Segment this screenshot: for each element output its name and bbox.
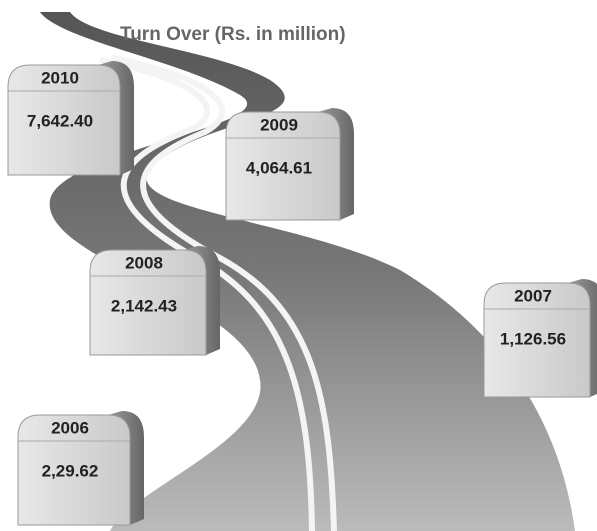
milestone-year: 2007 (514, 286, 552, 305)
milestone-year: 2010 (41, 68, 79, 87)
milestone: 2008 2,142.43 (90, 246, 220, 355)
milestone: 2007 1,126.56 (484, 279, 597, 397)
milestone-year: 2008 (125, 253, 163, 272)
milestone-value: 1,126.56 (500, 329, 566, 348)
milestone-value: 4,064.61 (246, 158, 312, 177)
infographic: Turn Over (Rs. in million) 20107,642.402… (0, 0, 597, 531)
milestone: 2010 7,642.40 (8, 61, 134, 175)
milestone-year: 2009 (260, 115, 298, 134)
milestone-value: 7,642.40 (27, 111, 93, 130)
milestone: 2009 4,064.61 (226, 108, 354, 220)
milestone-year: 2006 (51, 418, 89, 437)
milestone-value: 2,142.43 (111, 296, 177, 315)
milestone-value: 2,29.62 (42, 461, 99, 480)
title: Turn Over (Rs. in million) (120, 24, 346, 45)
milestone: 2006 2,29.62 (18, 411, 144, 525)
